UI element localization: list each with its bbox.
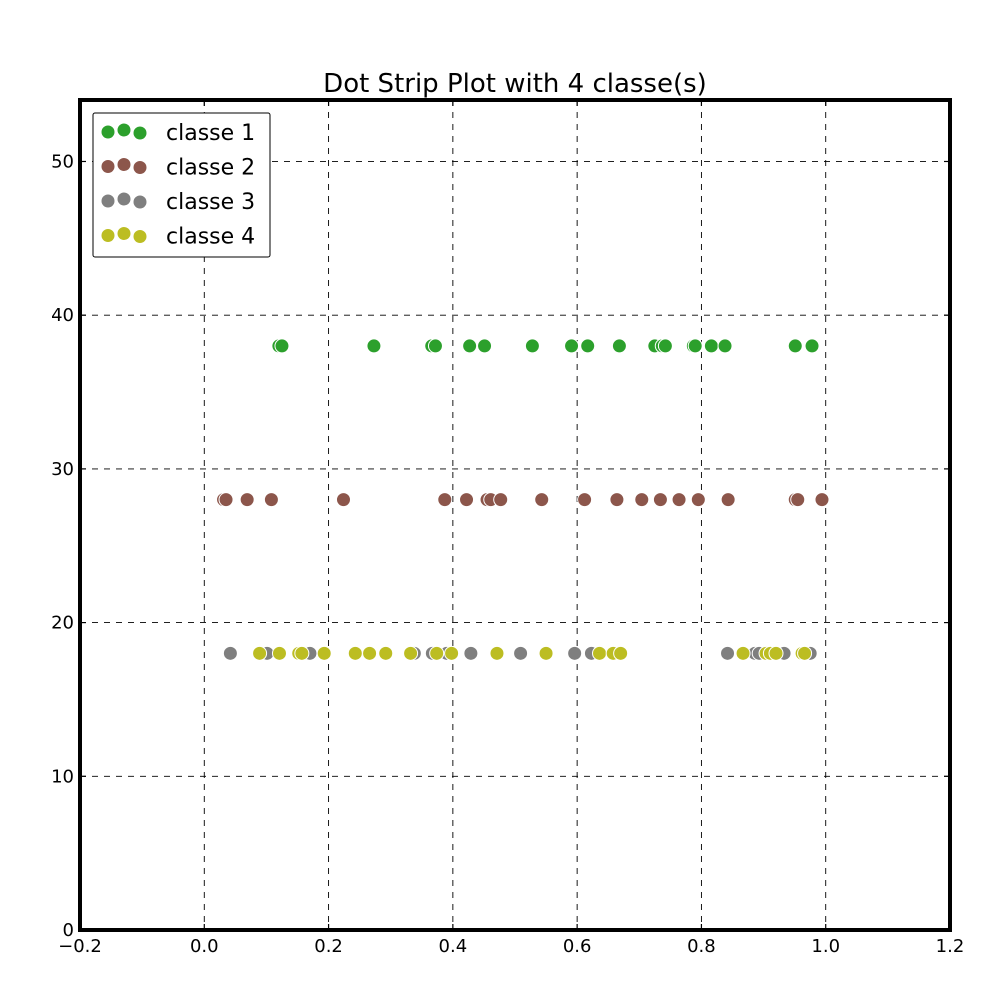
data-point [787,338,803,354]
data-point [335,492,351,508]
legend-marker [132,229,148,244]
data-point [580,338,596,354]
legend-marker [100,159,116,174]
x-tick-label: −0.2 [58,936,102,957]
data-point [804,338,820,354]
legend-marker [100,228,116,243]
data-point [459,492,475,508]
data-point [427,338,443,354]
data-point [577,492,593,508]
y-tick-label: 50 [51,151,74,172]
series-1 [271,338,820,354]
data-point [814,492,830,508]
data-point [564,338,580,354]
legend-label: classe 4 [166,225,255,250]
data-point [538,645,554,661]
legend-box [92,112,271,258]
data-point [671,492,687,508]
data-point [524,338,540,354]
x-tick-label: 0.0 [190,936,219,957]
data-point [263,492,279,508]
x-tick-label: 0.6 [563,936,592,957]
legend-entry: classe 2 [100,156,255,181]
data-point [274,338,290,354]
data-point [316,645,332,661]
legend-entry: classe 1 [100,121,255,146]
data-point [437,492,453,508]
data-point [720,492,736,508]
data-point [252,645,268,661]
data-point [790,492,806,508]
x-tick-label: 1.0 [811,936,840,957]
data-point [797,645,813,661]
data-point [218,492,234,508]
data-point [489,645,505,661]
data-point [609,492,625,508]
legend-marker [116,122,132,138]
series-4 [252,645,813,661]
legend: classe 1 classe 2 classe 3 classe 4 [92,112,271,258]
data-point [366,338,382,354]
legend-marker [100,124,116,140]
axis-ticks: −0.2 0.0 0.2 0.4 0.6 0.8 1.0 1.2 0 10 20 30 40 50 [51,100,964,957]
plot-frame [78,98,952,932]
data-points [216,338,830,661]
data-point [652,492,668,508]
legend-marker [132,194,148,210]
legend-marker [132,125,148,141]
data-point [378,645,394,661]
data-point [513,645,529,661]
data-point [567,645,583,661]
y-tick-label: 40 [51,305,74,326]
legend-label: classe 1 [166,121,255,146]
data-point [429,645,445,661]
chart-title: Dot Strip Plot with 4 classe(s) [323,69,707,99]
data-point [735,645,751,661]
data-point [362,645,378,661]
data-point [477,338,493,354]
data-point [657,338,673,354]
data-point [463,645,479,661]
data-point [690,492,706,508]
y-tick-label: 10 [51,766,74,787]
legend-label: classe 2 [166,156,255,181]
data-point [239,492,255,508]
data-point [403,645,419,661]
data-point [493,492,509,508]
data-point [347,645,363,661]
legend-entry: classe 4 [100,225,255,250]
legend-marker [132,160,148,175]
data-point [444,645,460,661]
x-tick-label: 0.2 [314,936,343,957]
data-point [592,645,608,661]
legend-marker [116,191,132,207]
data-point [222,645,238,661]
data-point [462,338,478,354]
data-point [703,338,719,354]
series-3 [222,645,818,661]
data-point [634,492,650,508]
legend-marker [116,226,132,241]
data-point [271,645,287,661]
series-2 [216,492,830,508]
data-point [720,645,736,661]
data-point [768,645,784,661]
data-point [613,645,629,661]
legend-marker [116,157,132,172]
legend-entry: classe 3 [100,190,255,215]
x-tick-label: 0.4 [439,936,468,957]
y-tick-label: 30 [51,459,74,480]
y-tick-label: 0 [63,920,74,941]
legend-label: classe 3 [166,190,255,215]
y-tick-label: 20 [51,613,74,634]
x-tick-label: 0.8 [687,936,716,957]
data-point [687,338,703,354]
data-point [717,338,733,354]
data-point [534,492,550,508]
data-point [611,338,627,354]
legend-marker [100,193,116,209]
x-tick-label: 1.2 [936,936,965,957]
data-point [294,645,310,661]
